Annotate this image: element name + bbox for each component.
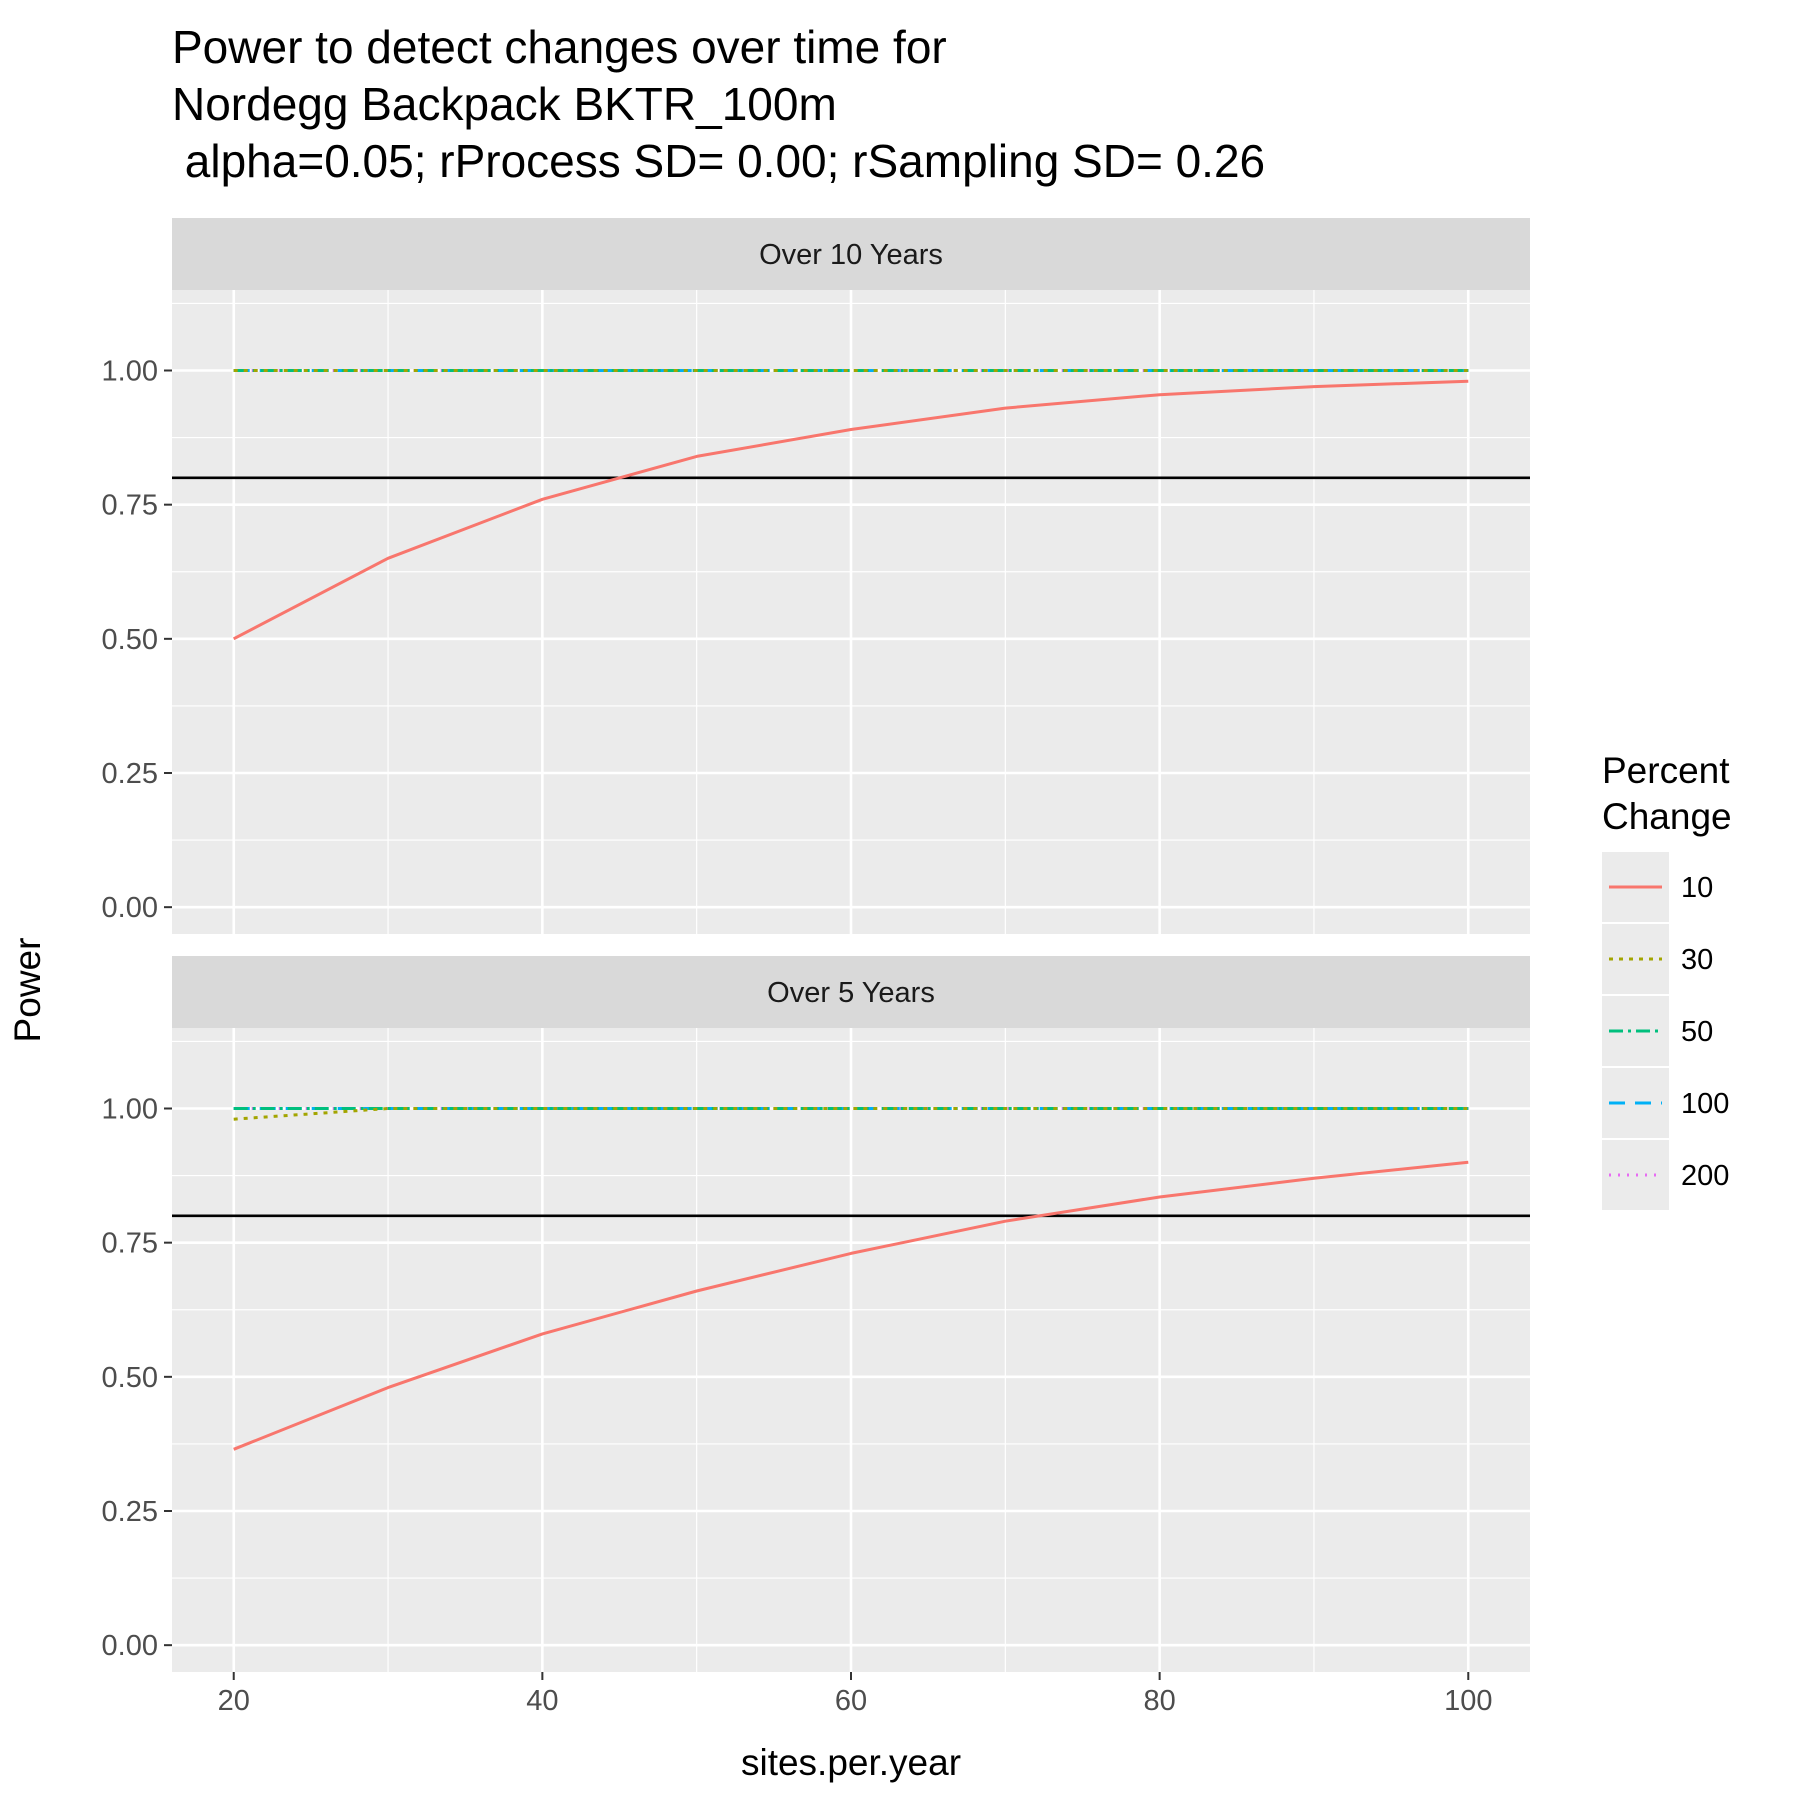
- legend-item-100: 100: [1602, 1068, 1729, 1138]
- x-tick-label: 20: [218, 1685, 250, 1717]
- legend: Percent Change 10 30 50 100 200: [1602, 750, 1732, 1210]
- legend-label: 10: [1681, 872, 1713, 904]
- chart-title: Power to detect changes over time for No…: [172, 21, 1265, 187]
- panel-2: Over 5 Years 0.00 0.25 0.50 0.75 1.00: [102, 956, 1530, 1672]
- legend-label: 200: [1681, 1160, 1729, 1192]
- legend-label: 30: [1681, 944, 1713, 976]
- x-tick-label: 100: [1444, 1685, 1492, 1717]
- y-tick-label: 0.00: [102, 1630, 158, 1662]
- chart-title-line-1: Power to detect changes over time for: [172, 21, 947, 73]
- series-line-10: [233, 379, 1469, 641]
- legend-label: 100: [1681, 1088, 1729, 1120]
- series-group: [233, 1107, 1469, 1451]
- y-tick-label: 0.25: [102, 1496, 158, 1528]
- facet-strip-label: Over 10 Years: [759, 239, 943, 271]
- y-tick-label: 0.25: [102, 758, 158, 790]
- y-tick-label: 1.00: [102, 1094, 158, 1126]
- x-tick-label: 60: [835, 1685, 867, 1717]
- x-axis: 20 40 60 80 100: [218, 1672, 1492, 1717]
- panel-1: Over 10 Years 0.00 0.25 0.50 0.75 1.00: [102, 218, 1530, 934]
- legend-item-200: 200: [1602, 1140, 1729, 1210]
- series-group: [233, 369, 1469, 641]
- legend-label: 50: [1681, 1016, 1713, 1048]
- legend-title-line-1: Percent: [1602, 750, 1730, 791]
- legend-key-background: [1602, 924, 1669, 994]
- y-axis-title: Power: [7, 938, 48, 1043]
- facet-strip: [172, 956, 1530, 1028]
- facet-strip: [172, 218, 1530, 290]
- chart-title-line-2: Nordegg Backpack BKTR_100m: [172, 78, 837, 130]
- legend-item-50: 50: [1602, 996, 1713, 1066]
- x-tick-label: 40: [526, 1685, 558, 1717]
- legend-item-10: 10: [1602, 852, 1713, 922]
- chart-title-line-3: alpha=0.05; rProcess SD= 0.00; rSampling…: [172, 135, 1265, 187]
- y-tick-label: 0.75: [102, 1228, 158, 1260]
- y-tick-label: 0.50: [102, 1362, 158, 1394]
- legend-item-30: 30: [1602, 924, 1713, 994]
- x-axis-title: sites.per.year: [741, 1742, 961, 1783]
- y-tick-label: 0.75: [102, 490, 158, 522]
- y-tick-label: 0.50: [102, 624, 158, 656]
- y-tick-label: 1.00: [102, 356, 158, 388]
- facet-strip-label: Over 5 Years: [767, 977, 935, 1009]
- legend-title-line-2: Change: [1602, 796, 1732, 837]
- legend-keys: 10 30 50 100 200: [1602, 852, 1729, 1210]
- legend-key-background: [1602, 1140, 1669, 1210]
- series-line-10: [233, 1160, 1469, 1451]
- x-tick-label: 80: [1144, 1685, 1176, 1717]
- y-tick-label: 0.00: [102, 892, 158, 924]
